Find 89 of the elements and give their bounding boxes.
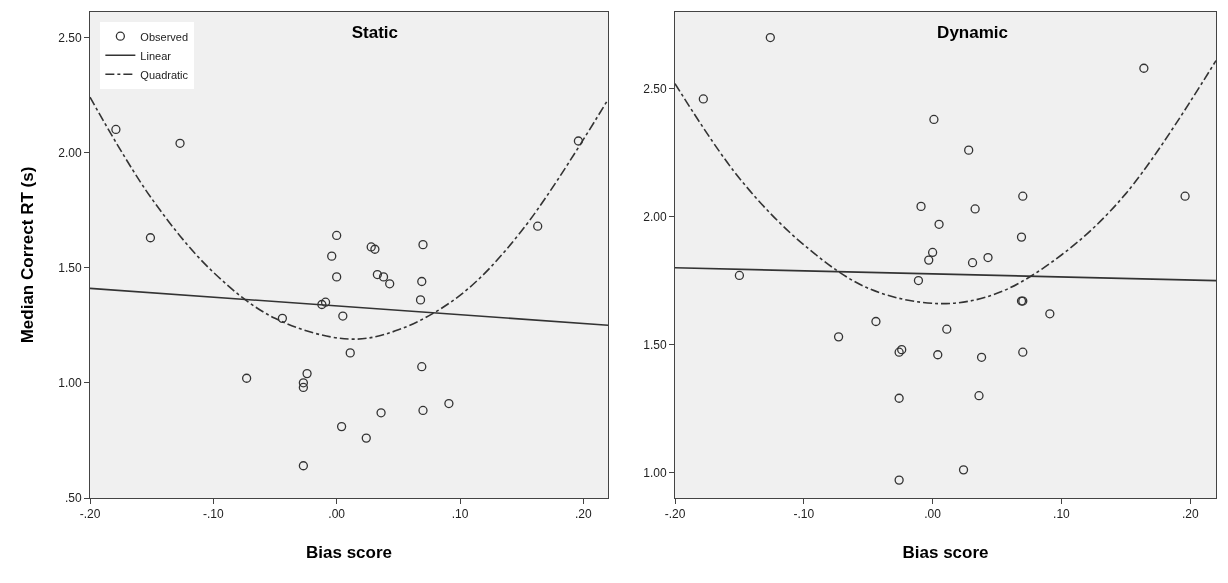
point [417,362,427,372]
point [913,275,924,286]
y-tick-label: 2.00 [643,209,667,224]
y-tick-label: .50 [64,491,82,506]
legend-label: Observed [140,30,189,43]
point [418,239,428,250]
point [964,145,974,155]
point [1139,63,1149,73]
y-tick-label: 2.50 [58,30,82,45]
point [833,332,844,342]
text: Static [351,23,399,43]
point [378,272,389,282]
legend-label: Quadratic [140,68,189,81]
point [976,352,987,362]
y-tick-label: 2.50 [643,81,667,96]
x-tick-label: .10 [1053,507,1071,522]
point [974,391,984,401]
y-tick-label: 2.00 [58,145,82,160]
point [1018,191,1028,201]
point [327,251,337,261]
y-axis-title: Median Correct RT (s) [17,166,37,344]
point [929,114,939,125]
x-axis-title: Bias score [306,542,392,562]
point [765,32,775,43]
point [894,475,904,485]
point [871,316,881,327]
x-axis-title: Bias score [902,542,989,562]
point [934,219,944,229]
point [933,350,943,360]
point [298,382,309,393]
point [376,408,386,418]
point [345,348,355,358]
point [338,311,348,321]
x-tick-label: .10 [451,507,469,522]
point [332,272,342,282]
point [983,252,993,263]
point [317,299,327,310]
point [418,405,428,416]
point [385,279,395,289]
x-tick-label: -.10 [202,507,224,522]
point [298,461,309,471]
line-series [90,96,608,340]
point [175,138,185,148]
x-tick-label: .00 [924,507,942,522]
point [444,398,454,409]
x-tick-label: .20 [574,507,592,522]
point [698,94,708,104]
text: Dynamic [937,23,1008,43]
line-series [675,59,1216,305]
x-tick-label: -.20 [79,507,101,522]
point [332,230,342,241]
y-tick-label: 1.50 [58,260,82,275]
x-tick-label: -.10 [793,507,815,522]
point [970,204,980,214]
point [417,276,427,287]
point [372,269,383,280]
point [1016,232,1027,242]
point [894,393,904,403]
point [533,221,543,231]
point [942,324,952,334]
point [916,201,926,212]
point [415,295,426,305]
point [277,313,288,323]
point [298,378,309,388]
point [370,244,380,254]
x-tick-label: -.20 [664,507,686,522]
point [958,465,969,475]
legend-label: Linear [140,49,172,62]
point [145,233,156,243]
point [1018,347,1028,357]
point [361,433,371,443]
point [241,373,252,383]
point [336,421,347,432]
point [924,255,934,265]
point [734,270,745,281]
x-tick-label: .20 [1181,507,1199,522]
point [967,258,978,268]
point [1045,309,1055,319]
point [927,247,938,258]
y-tick-label: 1.00 [58,376,82,391]
point [1180,191,1190,201]
point [111,124,121,135]
y-tick-label: 1.00 [643,465,667,480]
point [573,136,584,146]
x-tick-label: .00 [328,507,346,522]
y-tick-label: 1.50 [643,337,667,352]
point [302,368,312,379]
point [366,242,376,252]
point [320,297,331,307]
